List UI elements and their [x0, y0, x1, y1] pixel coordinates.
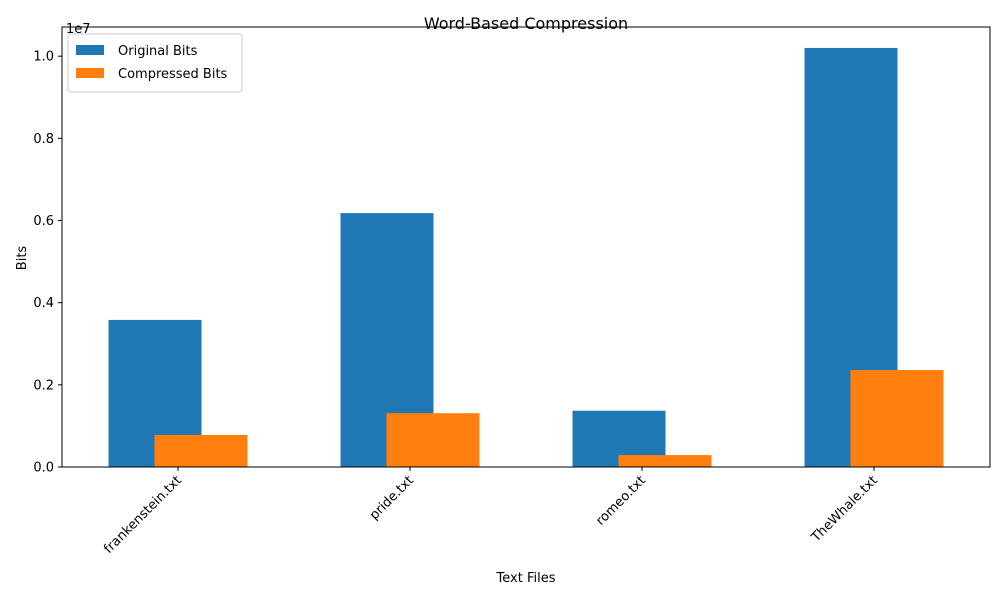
bar-compressed-frankenstein-txt: [154, 434, 248, 467]
x-tick-label: romeo.txt: [593, 473, 648, 528]
plot-area-frame: [61, 26, 991, 468]
legend-label: Original Bits: [118, 44, 198, 59]
legend-label: Compressed Bits: [118, 67, 228, 82]
x-tick-label: pride.txt: [367, 473, 417, 523]
y-tick-label: 0.0: [33, 461, 54, 476]
x-tick-label: TheWhale.txt: [808, 473, 881, 546]
bar-compressed-pride-txt: [386, 413, 480, 467]
x-axis: frankenstein.txt pride.txt romeo.txt TheWha…: [101, 467, 881, 557]
y-tick-label: 0.4: [33, 296, 54, 311]
x-axis-label: Text Files: [496, 571, 556, 586]
bar-compressed-thewhale-txt: [850, 370, 944, 467]
bar-compressed-romeo-txt: [618, 455, 712, 467]
y-axis: 0.0 0.2 0.4 0.6 0.8 1.0: [33, 50, 62, 476]
y-axis-offset-label: 1e7: [66, 22, 91, 37]
legend-box: [67, 33, 243, 93]
y-tick-label: 0.6: [33, 214, 54, 229]
y-tick-label: 0.8: [33, 132, 54, 147]
y-tick-label: 0.2: [33, 378, 54, 393]
y-axis-label: Bits: [15, 246, 30, 271]
chart-title: Word-Based Compression: [424, 14, 628, 33]
legend: Original Bits Compressed Bits: [67, 33, 243, 93]
y-tick-label: 1.0: [33, 50, 54, 65]
legend-swatch: [76, 68, 104, 78]
bars-group: [108, 47, 944, 467]
x-tick-label: frankenstein.txt: [101, 473, 185, 557]
legend-swatch: [76, 45, 104, 55]
